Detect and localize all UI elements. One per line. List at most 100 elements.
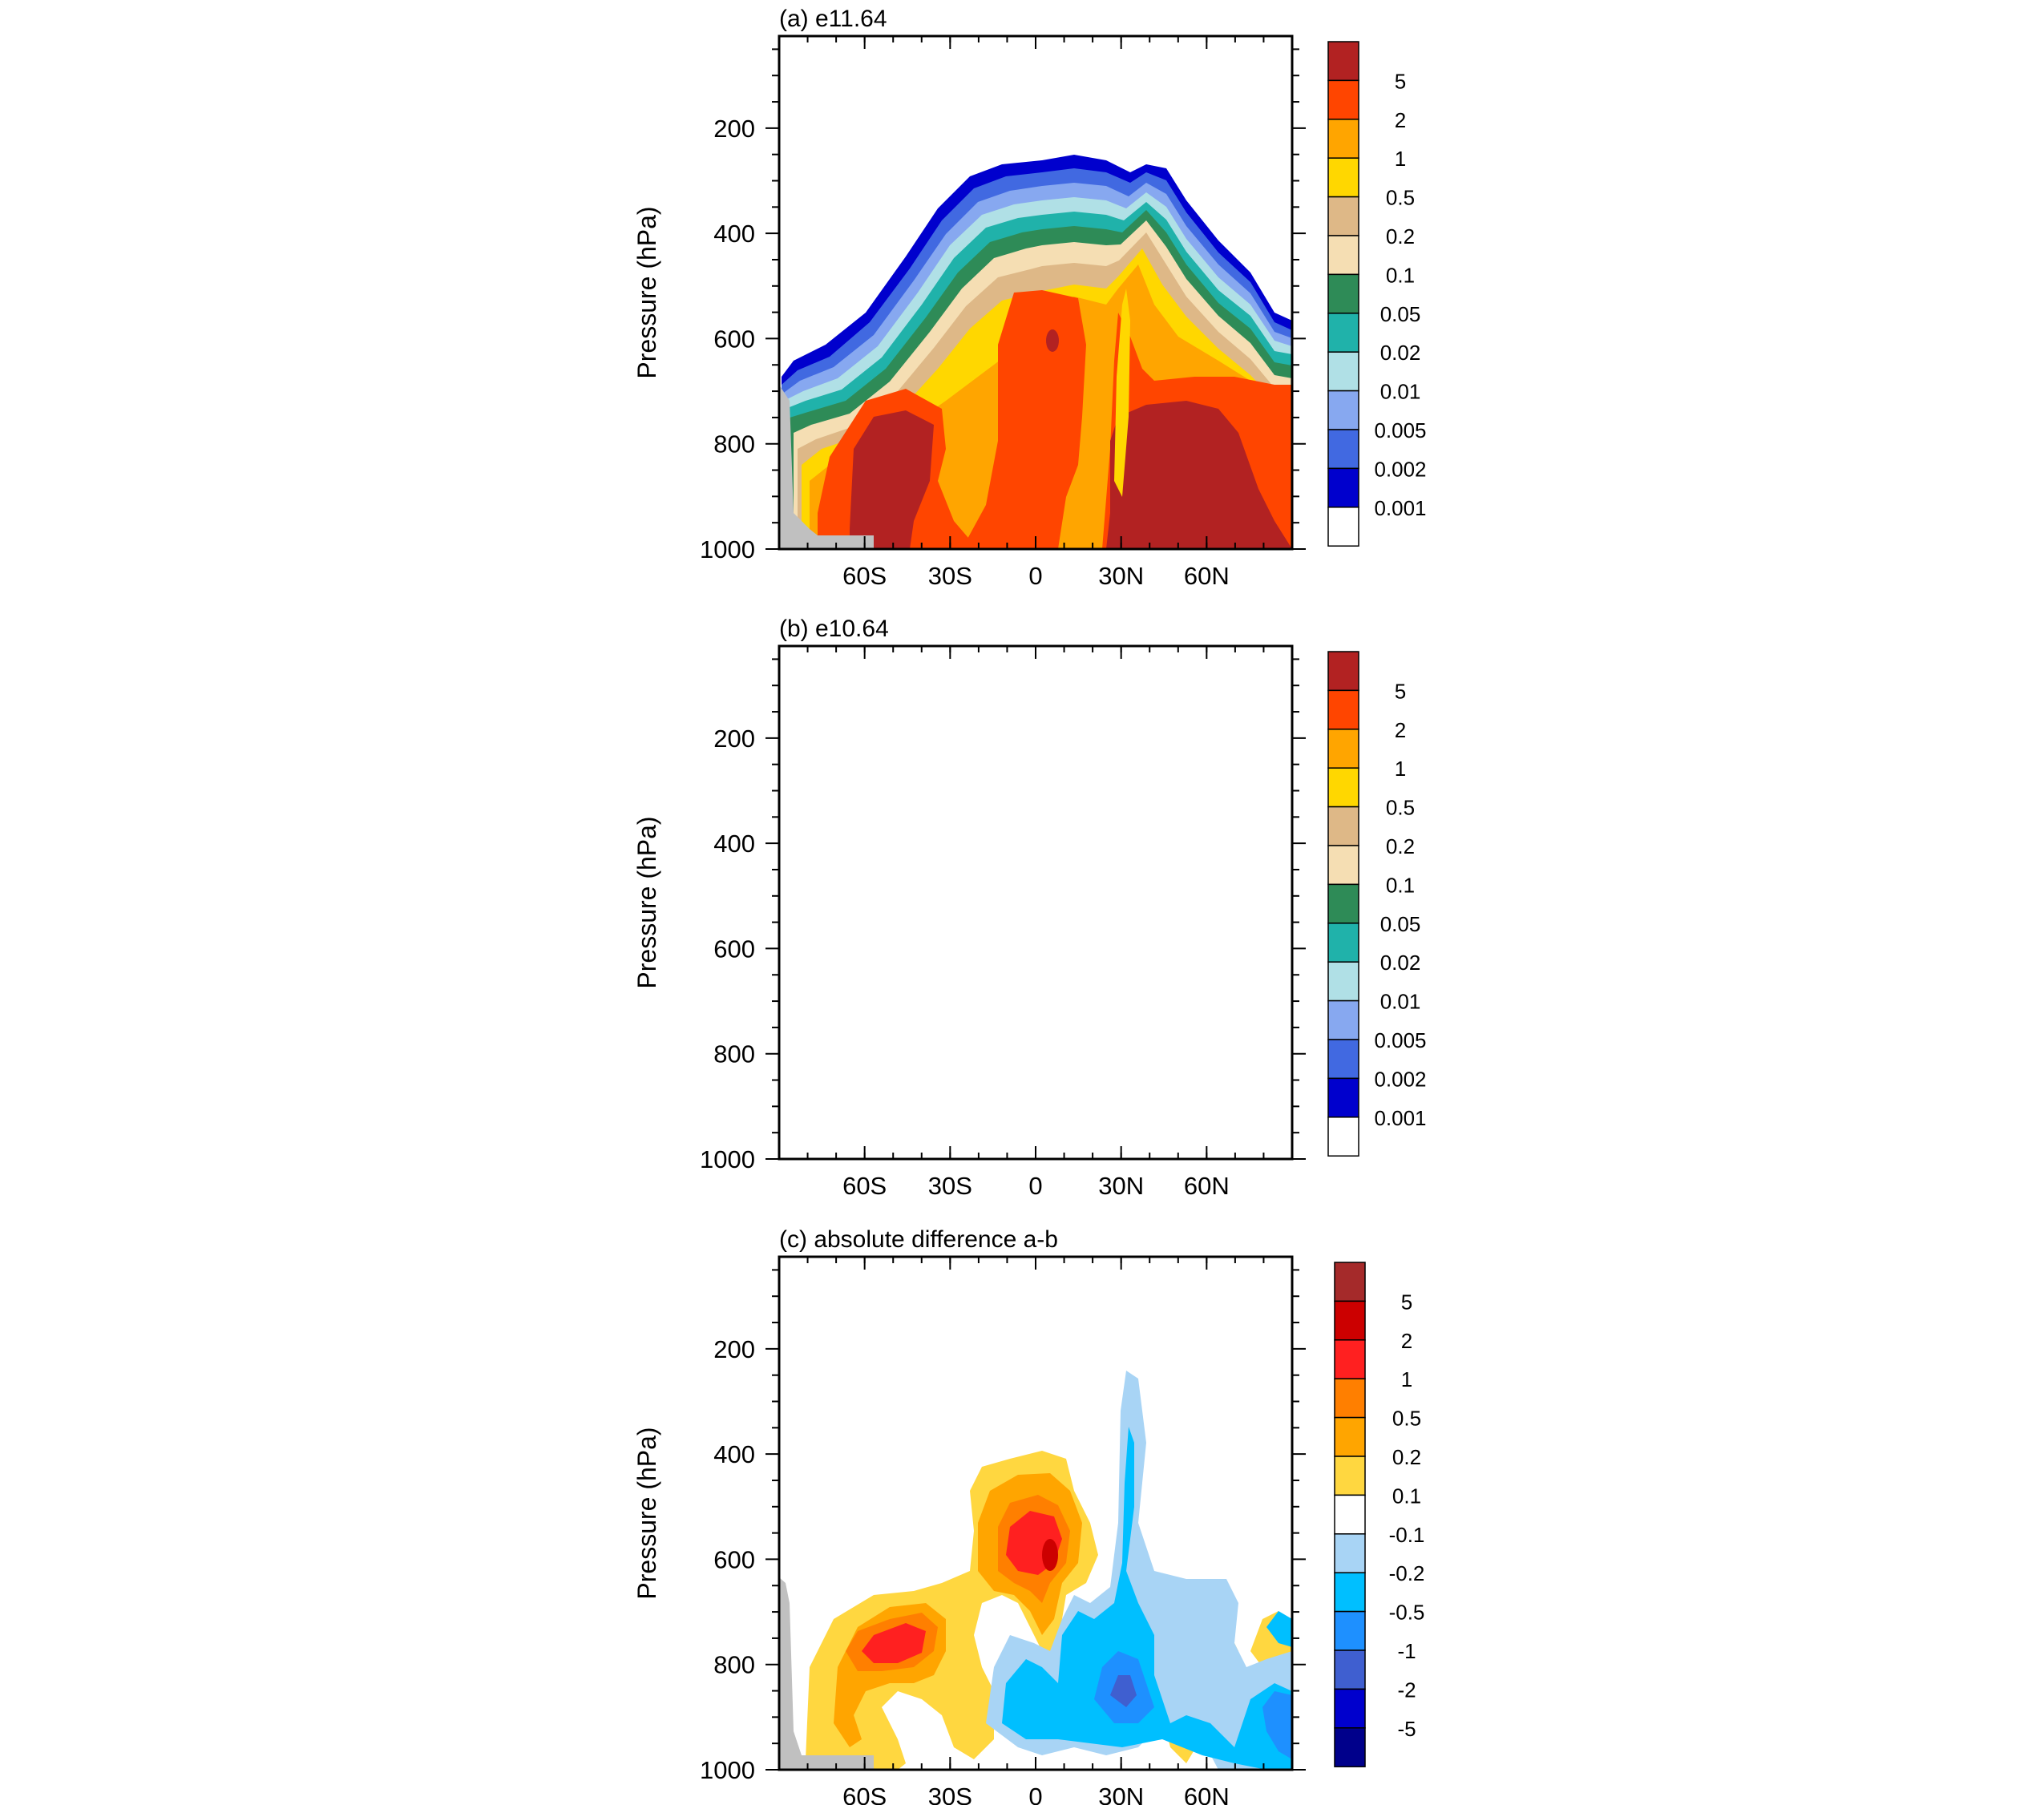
panel-c-title: (c) absolute difference a-b [779, 1226, 1058, 1253]
x-tick-label: 60S [842, 1783, 887, 1805]
colorbar-label: -1 [1397, 1639, 1416, 1663]
contour-5 [1106, 1027, 1292, 1159]
colorbar-swatch [1327, 883, 1359, 924]
contour-5 [850, 410, 934, 549]
colorbar-label: 5 [1395, 679, 1406, 703]
colorbar-swatch [1327, 235, 1359, 276]
colorbar-swatch [1327, 729, 1359, 769]
x-tick-label: 30N [1098, 1783, 1144, 1805]
y-tick-label: 400 [713, 220, 755, 248]
colorbar-swatch [1327, 79, 1359, 120]
colorbar-label: 1 [1401, 1367, 1412, 1391]
colorbar-swatch [1327, 1077, 1359, 1118]
colorbar-label: 0.5 [1386, 796, 1415, 820]
colorbar-swatch [1327, 689, 1359, 730]
x-tick-label: 30N [1098, 1172, 1144, 1200]
x-tick-label: 30N [1098, 562, 1144, 590]
y-tick-label: 200 [713, 725, 755, 753]
y-tick-label: 800 [713, 1651, 755, 1679]
colorbar-label: -2 [1397, 1678, 1416, 1702]
colorbar-label: 1 [1395, 147, 1406, 171]
colorbar-swatch [1334, 1610, 1366, 1651]
contour-5-spot [1046, 329, 1059, 352]
topography [779, 1577, 874, 1770]
colorbar-swatch [1327, 1039, 1359, 1080]
panel-b-frame [778, 644, 1294, 1161]
colorbar-swatch [1334, 1572, 1366, 1613]
colorbar-label: 0.005 [1374, 1028, 1426, 1052]
colorbar-swatch [1327, 351, 1359, 392]
contour-1 [862, 1623, 926, 1663]
colorbar-label: 0.2 [1386, 224, 1415, 248]
colorbar-label: 5 [1395, 69, 1406, 93]
panel-b-field [779, 765, 1292, 1159]
colorbar-label: -0.1 [1389, 1523, 1425, 1547]
panel-c: (c) absolute difference a-b [632, 1226, 1424, 1805]
panel-a-ylabel: Pressure (hPa) [632, 206, 661, 378]
panel-b-ylabel: Pressure (hPa) [632, 816, 661, 988]
colorbar-swatch [1327, 923, 1359, 963]
contour-neg-0.5 [1262, 1691, 1292, 1759]
colorbar-swatch [1327, 467, 1359, 508]
colorbar-label: 0.1 [1392, 1484, 1421, 1508]
colorbar-swatch [1334, 1456, 1366, 1496]
colorbar-label: 2 [1401, 1329, 1412, 1353]
colorbar-label: 0.5 [1392, 1407, 1421, 1431]
colorbar-label: 0.002 [1374, 1067, 1426, 1091]
contour-neg-0.2 [1002, 1427, 1292, 1770]
contour-0.5 [1114, 890, 1130, 1107]
colorbar-swatch [1327, 41, 1359, 82]
contour-0.5 [802, 854, 1292, 1159]
y-tick-label: 800 [713, 1040, 755, 1068]
colorbar-label: -0.2 [1389, 1561, 1425, 1585]
colorbar-swatch [1327, 806, 1359, 846]
panel-b: (b) e10.64 Pressure (hPa) 60S 30S 0 30N 60N 2… [632, 616, 1427, 1200]
y-tick-label: 1000 [700, 535, 755, 563]
contour-2 [818, 1007, 970, 1159]
topography [779, 995, 874, 1159]
y-tick-label: 1000 [700, 1756, 755, 1784]
colorbar-label: 0.05 [1380, 912, 1421, 936]
colorbar-label: -0.5 [1389, 1601, 1425, 1625]
panel-b-axes: 60S 30S 0 30N 60N 200 400 600 800 1000 [700, 646, 1306, 1200]
colorbar-swatch [1327, 313, 1359, 353]
contour-0.002 [782, 776, 1292, 1159]
colorbar-swatch [1334, 1494, 1366, 1535]
contour-1 [810, 874, 1292, 1159]
contour-neg-1 [1110, 1675, 1137, 1707]
y-tick-label: 600 [713, 1545, 755, 1573]
colorbar-swatch [1327, 390, 1359, 430]
colorbar-swatch [1334, 1262, 1366, 1302]
colorbar-label: 0.001 [1374, 496, 1426, 520]
colorbar-swatch [1334, 1378, 1366, 1419]
colorbar-swatch [1327, 429, 1359, 470]
x-tick-label: 60N [1184, 1172, 1230, 1200]
y-tick-label: 200 [713, 115, 755, 143]
y-tick-label: 800 [713, 430, 755, 458]
contour-2 [974, 963, 1078, 1159]
y-tick-label: 1000 [700, 1145, 755, 1173]
colorbar-swatch [1334, 1688, 1366, 1729]
colorbar-label: 5 [1401, 1290, 1412, 1314]
contour-0.1 [794, 825, 1292, 1159]
colorbar-label: -5 [1397, 1717, 1416, 1741]
x-tick-label: 0 [1028, 1783, 1042, 1805]
panel-a: (a) e11.64 [632, 6, 1427, 590]
x-tick-label: 60N [1184, 562, 1230, 590]
colorbar-swatch [1327, 961, 1359, 1002]
contour-0.02 [786, 806, 1292, 1159]
x-tick-label: 60S [842, 1172, 887, 1200]
contour-0.01 [784, 797, 1292, 1159]
colorbar-label: 0.005 [1374, 418, 1426, 442]
colorbar-swatch [1327, 1117, 1359, 1157]
colorbar-swatch [1327, 273, 1359, 314]
colorbar-swatch [1327, 507, 1359, 547]
colorbar-label: 0.02 [1380, 951, 1421, 975]
panel-a-title: (a) e11.64 [779, 6, 887, 32]
colorbar-swatch [1334, 1339, 1366, 1379]
colorbar-swatch [1327, 767, 1359, 808]
y-tick-label: 600 [713, 935, 755, 963]
x-tick-label: 0 [1028, 1172, 1042, 1200]
contour-5-spot [1006, 1109, 1022, 1121]
panel-c-colorbar: 5 2 1 0.5 0.2 0.1 -0.1 -0.2 -0.5 -1 -2 -5 [1334, 1262, 1425, 1767]
